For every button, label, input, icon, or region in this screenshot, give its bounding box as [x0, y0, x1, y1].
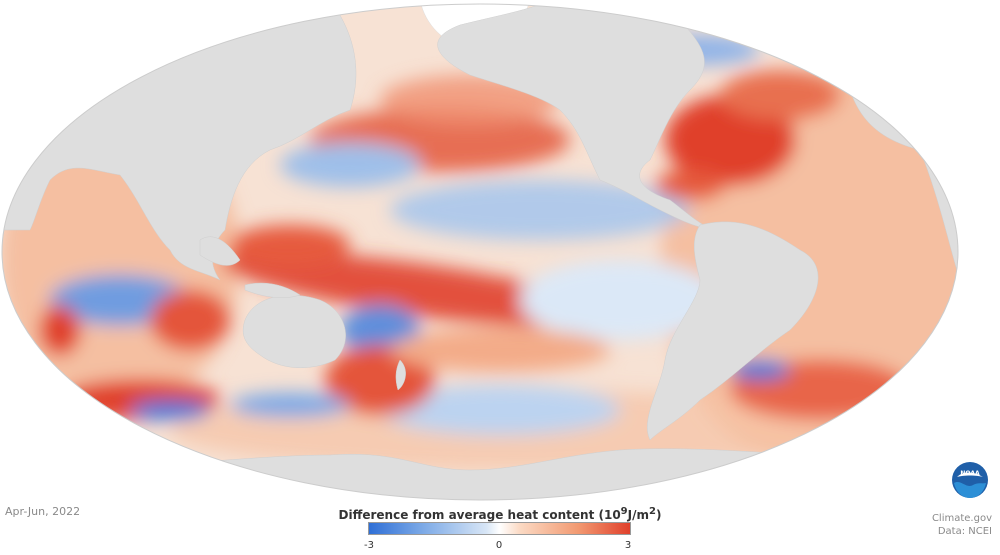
- globe-outline: [1, 3, 959, 501]
- credit-data: Data: NCEI: [937, 526, 992, 537]
- legend-title-exponent-1: 9: [620, 506, 628, 517]
- noaa-logo-text: NOAA: [960, 470, 980, 477]
- legend-title-unit: J/m: [627, 508, 649, 522]
- legend-title-text: Difference from average heat content (10: [338, 508, 621, 522]
- date-label: Apr-Jun, 2022: [5, 505, 81, 518]
- legend-title: Difference from average heat content (10…: [330, 506, 670, 522]
- legend-title-close: ): [655, 508, 662, 522]
- noaa-logo-icon: NOAA: [952, 462, 988, 498]
- credit-site: Climate.gov: [931, 513, 992, 524]
- legend: Difference from average heat content (10…: [330, 506, 670, 554]
- heat-content-map: [1, 3, 959, 501]
- legend-color-bar: [368, 522, 631, 535]
- legend-max-label: 3: [624, 540, 632, 551]
- legend-mid-label: 0: [495, 540, 503, 551]
- legend-title-exponent-2: 2: [649, 506, 656, 517]
- legend-min-label: -3: [364, 540, 374, 551]
